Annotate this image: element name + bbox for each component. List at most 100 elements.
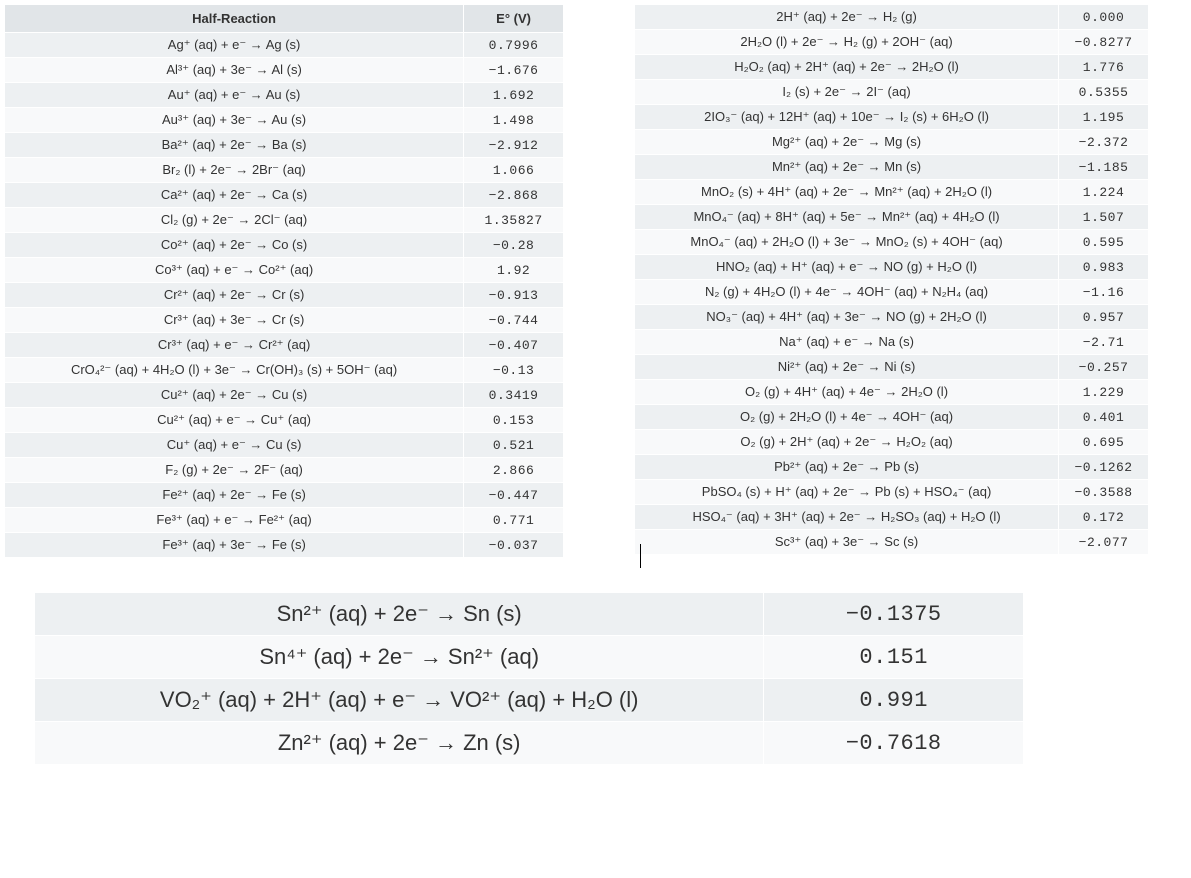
cell-e: 0.695 — [1059, 430, 1149, 455]
col-e-volts: E° (V) — [464, 5, 564, 33]
cell-e: −1.16 — [1059, 280, 1149, 305]
cell-e: 1.224 — [1059, 180, 1149, 205]
table-row: Co³⁺ (aq) + e⁻ → Co²⁺ (aq)1.92 — [5, 258, 564, 283]
table-row: 2H₂O (l) + 2e⁻ → H₂ (g) + 2OH⁻ (aq)−0.82… — [635, 30, 1149, 55]
bottom-reduction-potentials-table: Sn²⁺ (aq) + 2e⁻ → Sn (s)−0.1375 Sn⁴⁺ (aq… — [34, 592, 1024, 765]
cell-reaction: Co²⁺ (aq) + 2e⁻ → Co (s) — [5, 233, 464, 258]
table-row: 2IO₃⁻ (aq) + 12H⁺ (aq) + 10e⁻ → I₂ (s) +… — [635, 105, 1149, 130]
table-row: Sc³⁺ (aq) + 3e⁻ → Sc (s)−2.077 — [635, 530, 1149, 555]
cell-e: 0.521 — [464, 433, 564, 458]
cell-e: −1.676 — [464, 58, 564, 83]
cell-reaction: O₂ (g) + 2H⁺ (aq) + 2e⁻ → H₂O₂ (aq) — [635, 430, 1059, 455]
cell-e: −2.71 — [1059, 330, 1149, 355]
table-row: Cr³⁺ (aq) + 3e⁻ → Cr (s)−0.744 — [5, 308, 564, 333]
cell-e: −0.7618 — [764, 722, 1024, 765]
table-row: Au³⁺ (aq) + 3e⁻ → Au (s)1.498 — [5, 108, 564, 133]
cell-e: −0.407 — [464, 333, 564, 358]
cell-e: 2.866 — [464, 458, 564, 483]
cell-reaction: Pb²⁺ (aq) + 2e⁻ → Pb (s) — [635, 455, 1059, 480]
cell-e: 0.151 — [764, 636, 1024, 679]
table-row: Fe²⁺ (aq) + 2e⁻ → Fe (s)−0.447 — [5, 483, 564, 508]
table-row: Cu²⁺ (aq) + 2e⁻ → Cu (s)0.3419 — [5, 383, 564, 408]
cell-reaction: Cr²⁺ (aq) + 2e⁻ → Cr (s) — [5, 283, 464, 308]
cell-e: −0.1262 — [1059, 455, 1149, 480]
cell-e: 0.401 — [1059, 405, 1149, 430]
cell-e: 0.5355 — [1059, 80, 1149, 105]
cell-e: 1.92 — [464, 258, 564, 283]
top-tables-row: Half-Reaction E° (V) Ag⁺ (aq) + e⁻ → Ag … — [4, 4, 1187, 558]
table-row: Fe³⁺ (aq) + e⁻ → Fe²⁺ (aq)0.771 — [5, 508, 564, 533]
table-row: Mn²⁺ (aq) + 2e⁻ → Mn (s)−1.185 — [635, 155, 1149, 180]
table-row: Ag⁺ (aq) + e⁻ → Ag (s)0.7996 — [5, 33, 564, 58]
cell-reaction: N₂ (g) + 4H₂O (l) + 4e⁻ → 4OH⁻ (aq) + N₂… — [635, 280, 1059, 305]
cell-reaction: NO₃⁻ (aq) + 4H⁺ (aq) + 3e⁻ → NO (g) + 2H… — [635, 305, 1059, 330]
cell-reaction: MnO₄⁻ (aq) + 2H₂O (l) + 3e⁻ → MnO₂ (s) +… — [635, 230, 1059, 255]
cell-reaction: 2H₂O (l) + 2e⁻ → H₂ (g) + 2OH⁻ (aq) — [635, 30, 1059, 55]
cell-reaction: Fe³⁺ (aq) + e⁻ → Fe²⁺ (aq) — [5, 508, 464, 533]
cell-e: 1.776 — [1059, 55, 1149, 80]
cell-e: −0.1375 — [764, 593, 1024, 636]
cell-e: 1.066 — [464, 158, 564, 183]
table-row: Co²⁺ (aq) + 2e⁻ → Co (s)−0.28 — [5, 233, 564, 258]
cell-reaction: Cl₂ (g) + 2e⁻ → 2Cl⁻ (aq) — [5, 208, 464, 233]
table-row: NO₃⁻ (aq) + 4H⁺ (aq) + 3e⁻ → NO (g) + 2H… — [635, 305, 1149, 330]
cell-reaction: HNO₂ (aq) + H⁺ (aq) + e⁻ → NO (g) + H₂O … — [635, 255, 1059, 280]
cell-reaction: H₂O₂ (aq) + 2H⁺ (aq) + 2e⁻ → 2H₂O (l) — [635, 55, 1059, 80]
cell-e: 0.000 — [1059, 5, 1149, 30]
table-row: Zn²⁺ (aq) + 2e⁻ → Zn (s)−0.7618 — [35, 722, 1024, 765]
cell-reaction: 2IO₃⁻ (aq) + 12H⁺ (aq) + 10e⁻ → I₂ (s) +… — [635, 105, 1059, 130]
cell-e: −0.913 — [464, 283, 564, 308]
table-row: Mg²⁺ (aq) + 2e⁻ → Mg (s)−2.372 — [635, 130, 1149, 155]
cell-e: 0.3419 — [464, 383, 564, 408]
cell-reaction: MnO₂ (s) + 4H⁺ (aq) + 2e⁻ → Mn²⁺ (aq) + … — [635, 180, 1059, 205]
table-row: Cr³⁺ (aq) + e⁻ → Cr²⁺ (aq)−0.407 — [5, 333, 564, 358]
cell-reaction: Mg²⁺ (aq) + 2e⁻ → Mg (s) — [635, 130, 1059, 155]
table-row: Pb²⁺ (aq) + 2e⁻ → Pb (s)−0.1262 — [635, 455, 1149, 480]
cell-reaction: Cr³⁺ (aq) + 3e⁻ → Cr (s) — [5, 308, 464, 333]
col-half-reaction: Half-Reaction — [5, 5, 464, 33]
cell-e: 0.595 — [1059, 230, 1149, 255]
table-row: HNO₂ (aq) + H⁺ (aq) + e⁻ → NO (g) + H₂O … — [635, 255, 1149, 280]
cell-e: 0.153 — [464, 408, 564, 433]
cell-reaction: CrO₄²⁻ (aq) + 4H₂O (l) + 3e⁻ → Cr(OH)₃ (… — [5, 358, 464, 383]
cell-e: −2.077 — [1059, 530, 1149, 555]
cell-e: 1.35827 — [464, 208, 564, 233]
cell-reaction: I₂ (s) + 2e⁻ → 2I⁻ (aq) — [635, 80, 1059, 105]
cell-e: 0.991 — [764, 679, 1024, 722]
cell-e: −0.447 — [464, 483, 564, 508]
cell-e: −0.8277 — [1059, 30, 1149, 55]
table-header-row: Half-Reaction E° (V) — [5, 5, 564, 33]
table-row: Na⁺ (aq) + e⁻ → Na (s)−2.71 — [635, 330, 1149, 355]
cell-e: −2.868 — [464, 183, 564, 208]
table-row: VO₂⁺ (aq) + 2H⁺ (aq) + e⁻ → VO²⁺ (aq) + … — [35, 679, 1024, 722]
cell-reaction: Fe²⁺ (aq) + 2e⁻ → Fe (s) — [5, 483, 464, 508]
table-row: O₂ (g) + 2H⁺ (aq) + 2e⁻ → H₂O₂ (aq)0.695 — [635, 430, 1149, 455]
cell-e: −0.28 — [464, 233, 564, 258]
table-row: Cu⁺ (aq) + e⁻ → Cu (s)0.521 — [5, 433, 564, 458]
cell-reaction: Zn²⁺ (aq) + 2e⁻ → Zn (s) — [35, 722, 764, 765]
cell-reaction: Cr³⁺ (aq) + e⁻ → Cr²⁺ (aq) — [5, 333, 464, 358]
table-row: Ba²⁺ (aq) + 2e⁻ → Ba (s)−2.912 — [5, 133, 564, 158]
cell-reaction: Au³⁺ (aq) + 3e⁻ → Au (s) — [5, 108, 464, 133]
cell-e: −2.372 — [1059, 130, 1149, 155]
table-row: I₂ (s) + 2e⁻ → 2I⁻ (aq)0.5355 — [635, 80, 1149, 105]
cell-reaction: Co³⁺ (aq) + e⁻ → Co²⁺ (aq) — [5, 258, 464, 283]
cell-reaction: Na⁺ (aq) + e⁻ → Na (s) — [635, 330, 1059, 355]
table-row: Sn²⁺ (aq) + 2e⁻ → Sn (s)−0.1375 — [35, 593, 1024, 636]
table-row: Al³⁺ (aq) + 3e⁻ → Al (s)−1.676 — [5, 58, 564, 83]
cell-reaction: O₂ (g) + 4H⁺ (aq) + 4e⁻ → 2H₂O (l) — [635, 380, 1059, 405]
text-cursor — [640, 544, 641, 568]
cell-reaction: Au⁺ (aq) + e⁻ → Au (s) — [5, 83, 464, 108]
left-reduction-potentials-table: Half-Reaction E° (V) Ag⁺ (aq) + e⁻ → Ag … — [4, 4, 564, 558]
cell-reaction: Ag⁺ (aq) + e⁻ → Ag (s) — [5, 33, 464, 58]
right-reduction-potentials-table: 2H⁺ (aq) + 2e⁻ → H₂ (g)0.000 2H₂O (l) + … — [634, 4, 1149, 555]
cell-reaction: HSO₄⁻ (aq) + 3H⁺ (aq) + 2e⁻ → H₂SO₃ (aq)… — [635, 505, 1059, 530]
cell-e: 1.507 — [1059, 205, 1149, 230]
cell-e: −0.13 — [464, 358, 564, 383]
table-row: Ni²⁺ (aq) + 2e⁻ → Ni (s)−0.257 — [635, 355, 1149, 380]
cell-reaction: O₂ (g) + 2H₂O (l) + 4e⁻ → 4OH⁻ (aq) — [635, 405, 1059, 430]
cell-reaction: Al³⁺ (aq) + 3e⁻ → Al (s) — [5, 58, 464, 83]
cell-e: 0.7996 — [464, 33, 564, 58]
cell-e: 0.771 — [464, 508, 564, 533]
cell-e: −0.037 — [464, 533, 564, 558]
